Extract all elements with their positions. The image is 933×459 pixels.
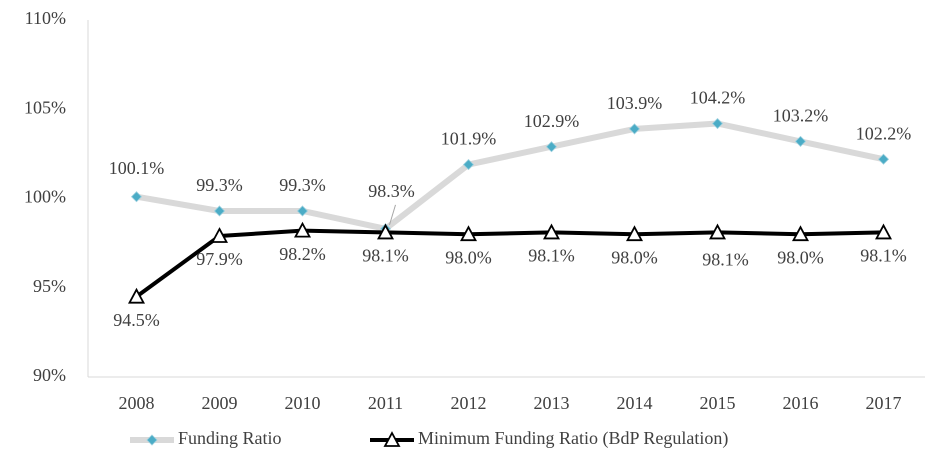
marker <box>794 135 807 147</box>
x-tick-label: 2015 <box>700 393 736 413</box>
data-label: 98.3% <box>368 181 415 201</box>
y-tick-label: 90% <box>33 365 66 385</box>
marker <box>376 223 395 240</box>
x-tick-label: 2016 <box>783 393 819 413</box>
data-label: 99.3% <box>196 175 243 195</box>
marker <box>127 287 146 304</box>
data-label: 103.2% <box>773 106 829 126</box>
data-label: 102.9% <box>524 111 580 131</box>
data-label: 98.0% <box>445 247 492 267</box>
data-label: 98.2% <box>279 244 326 264</box>
marker <box>874 223 893 240</box>
y-tick-label: 110% <box>25 8 66 28</box>
marker <box>628 123 641 135</box>
x-tick-label: 2009 <box>202 393 238 413</box>
marker <box>711 117 724 130</box>
marker <box>293 221 312 238</box>
x-tick-label: 2013 <box>534 393 570 413</box>
marker <box>791 225 810 242</box>
marker <box>210 227 229 243</box>
x-tick-label: 2011 <box>368 393 403 413</box>
data-label: 97.9% <box>196 249 243 269</box>
data-label: 104.2% <box>690 88 746 108</box>
legend-marker <box>146 434 158 446</box>
marker <box>708 223 727 240</box>
data-label: 103.9% <box>607 93 663 113</box>
marker <box>213 205 226 217</box>
data-label: 98.0% <box>777 247 824 267</box>
data-label: 102.2% <box>856 123 912 143</box>
series-line <box>135 120 885 232</box>
y-tick-label: 95% <box>33 276 66 296</box>
data-label: 99.3% <box>279 175 326 195</box>
marker <box>459 225 478 242</box>
marker <box>542 223 561 240</box>
x-tick-label: 2008 <box>119 393 155 413</box>
data-label: 98.1% <box>362 246 409 266</box>
x-tick-label: 2014 <box>617 393 653 413</box>
legend-label: Minimum Funding Ratio (BdP Regulation) <box>418 428 728 449</box>
data-label: 98.1% <box>860 246 907 266</box>
data-label: 98.1% <box>528 246 575 266</box>
marker <box>462 159 475 171</box>
marker <box>296 205 309 217</box>
legend-label: Funding Ratio <box>178 428 282 448</box>
y-tick-label: 100% <box>24 187 66 207</box>
data-label: 101.9% <box>441 129 497 149</box>
legend-marker <box>383 431 401 447</box>
marker <box>545 141 558 153</box>
data-label: 98.0% <box>611 247 658 267</box>
x-tick-label: 2017 <box>866 393 902 413</box>
data-label: 98.1% <box>702 250 749 270</box>
data-label: 100.1% <box>109 158 165 178</box>
leader-line <box>389 204 396 225</box>
x-tick-label: 2010 <box>285 393 321 413</box>
x-tick-label: 2012 <box>451 393 487 413</box>
marker <box>130 191 143 203</box>
marker <box>625 225 644 242</box>
y-tick-label: 105% <box>24 97 66 117</box>
series-line <box>135 228 884 299</box>
data-label: 94.5% <box>113 310 160 330</box>
marker <box>877 153 890 165</box>
